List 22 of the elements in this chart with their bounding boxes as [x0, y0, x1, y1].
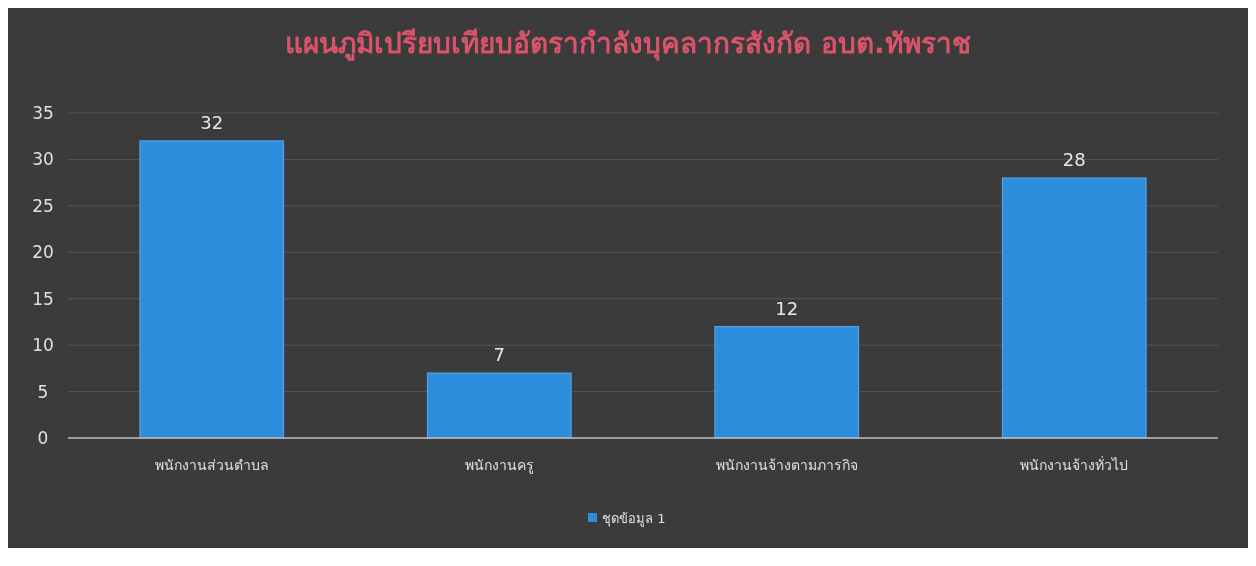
x-tick-label: พนักงานครู — [464, 457, 534, 474]
data-label: 28 — [1062, 149, 1086, 170]
y-tick-label: 30 — [32, 149, 54, 170]
y-tick-label: 35 — [32, 102, 54, 123]
bar — [714, 326, 860, 439]
chart-title: แผนภูมิเปรียบเทียบอัตรากำลังบุคลากรสังกัด อบต.ทัพราช — [285, 27, 971, 61]
y-tick-label: 15 — [32, 288, 54, 309]
y-tick-label: 20 — [32, 242, 54, 263]
bar — [1001, 177, 1147, 439]
y-tick-label: 10 — [32, 335, 54, 356]
data-label: 32 — [200, 111, 224, 133]
y-tick-label: 25 — [32, 195, 54, 216]
y-tick-label: 0 — [37, 427, 49, 448]
data-label: 7 — [493, 344, 505, 365]
y-tick-label: 5 — [37, 381, 49, 402]
bar — [139, 140, 285, 439]
x-tick-label: พนักงานส่วนตำบล — [154, 457, 269, 473]
x-tick-label: พนักงานจ้างทั่วไป — [1020, 456, 1129, 473]
data-label: 12 — [775, 297, 799, 319]
bar — [426, 372, 572, 439]
x-tick-label: พนักงานจ้างตามภารกิจ — [715, 457, 858, 473]
legend-label: ชุดข้อมูล 1 — [602, 510, 666, 527]
